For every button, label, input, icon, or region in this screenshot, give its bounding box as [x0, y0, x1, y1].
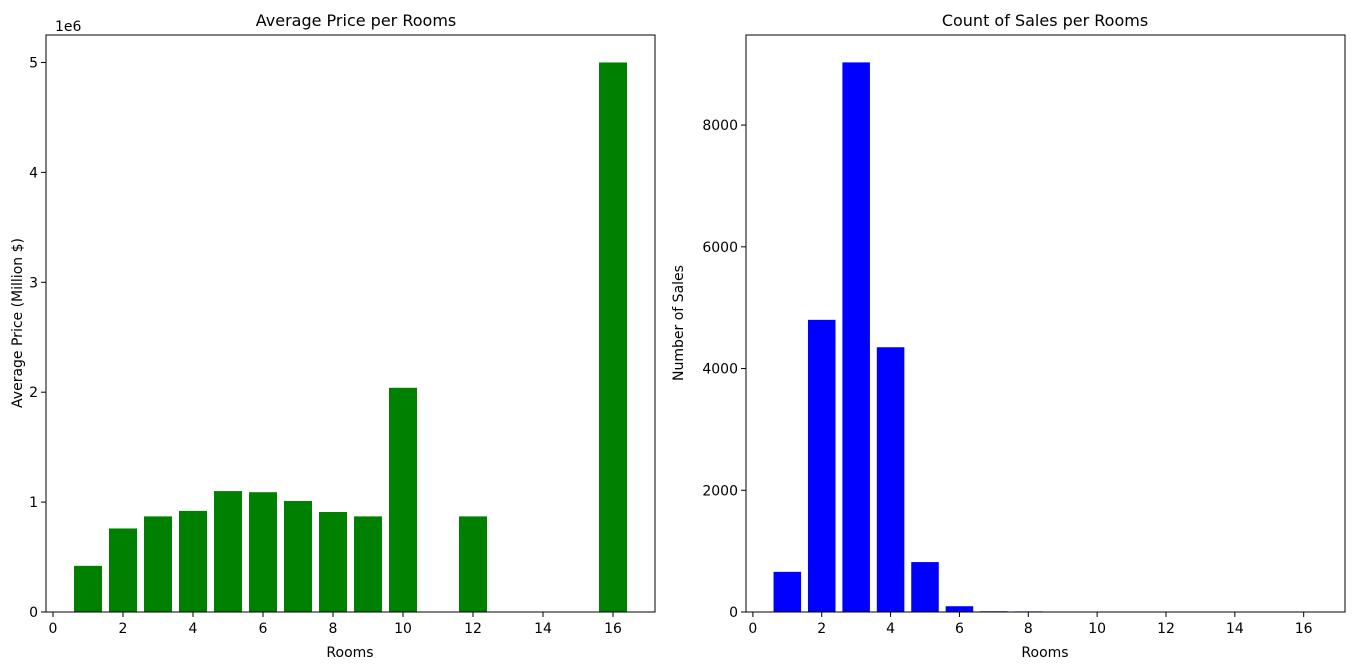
bar-rooms-3 — [144, 516, 172, 612]
x-tick-label: 4 — [886, 621, 895, 637]
bar-rooms-7 — [284, 501, 312, 612]
x-tick-label: 6 — [955, 621, 964, 637]
x-tick-label: 8 — [329, 621, 338, 637]
y-tick-label: 4 — [29, 165, 38, 181]
y-tick-label: 2 — [29, 385, 38, 401]
bar-rooms-8 — [319, 511, 347, 612]
y-tick-label: 0 — [29, 605, 38, 621]
y-axis-label: Average Price (Million $) — [10, 238, 26, 408]
bar-rooms-10 — [389, 387, 417, 612]
y-tick-label: 2000 — [702, 483, 738, 499]
x-tick-label: 10 — [394, 621, 412, 637]
y-tick-label: 1 — [29, 495, 38, 511]
x-tick-label: 16 — [604, 621, 622, 637]
bar-rooms-16 — [599, 62, 627, 613]
y-tick-label: 8000 — [702, 118, 738, 134]
x-axis-label: Rooms — [1021, 645, 1068, 661]
x-tick-label: 14 — [1226, 621, 1244, 637]
bar-rooms-6 — [945, 606, 974, 612]
bar-rooms-1 — [773, 571, 802, 612]
average-price-chart: Average Price per Rooms 1e6 0 2 4 6 8 10 12 14 1… — [10, 11, 656, 661]
y-tick-label: 4000 — [702, 362, 738, 378]
plot-frame — [745, 34, 1346, 613]
x-tick-label: 10 — [1088, 621, 1106, 637]
x-tick-label: 4 — [189, 621, 198, 637]
bar-rooms-6 — [249, 492, 277, 612]
y-tick-label: 5 — [29, 55, 38, 71]
bar-rooms-5 — [911, 562, 939, 612]
bar-rooms-3 — [842, 62, 870, 612]
y-axis-offset-label: 1e6 — [55, 19, 82, 35]
bar-rooms-9 — [354, 516, 382, 612]
plot-frame — [45, 34, 656, 613]
x-tick-label: 2 — [119, 621, 128, 637]
bars — [773, 62, 1318, 612]
y-axis-label: Number of Sales — [671, 265, 687, 381]
chart-title: Average Price per Rooms — [256, 11, 456, 30]
x-axis-ticks: 0 2 4 6 8 10 12 14 16 — [49, 612, 622, 637]
bar-rooms-12 — [459, 516, 487, 612]
x-axis-label: Rooms — [326, 645, 373, 661]
x-tick-label: 2 — [817, 621, 826, 637]
bar-rooms-5 — [214, 491, 242, 612]
x-tick-label: 12 — [1157, 621, 1175, 637]
x-tick-label: 12 — [464, 621, 482, 637]
bar-rooms-2 — [807, 319, 836, 612]
x-axis-ticks: 0 2 4 6 8 10 12 14 16 — [748, 612, 1313, 637]
sales-count-chart: Count of Sales per Rooms 0 2 4 6 8 10 12 14 16 0… — [671, 11, 1346, 661]
x-tick-label: 16 — [1295, 621, 1313, 637]
y-tick-label: 0 — [729, 605, 738, 621]
bar-rooms-2 — [109, 528, 137, 612]
bar-rooms-4 — [179, 510, 207, 612]
y-tick-label: 6000 — [702, 240, 738, 256]
x-tick-label: 6 — [259, 621, 268, 637]
bar-rooms-4 — [876, 347, 905, 612]
y-axis-ticks: 0 2000 4000 6000 8000 — [702, 118, 746, 621]
x-tick-label: 0 — [748, 621, 757, 637]
y-tick-label: 3 — [29, 275, 38, 291]
bar-rooms-1 — [74, 565, 102, 612]
x-tick-label: 8 — [1024, 621, 1033, 637]
x-tick-label: 0 — [49, 621, 58, 637]
y-axis-ticks: 0 1 2 3 4 5 — [29, 55, 46, 621]
bars — [74, 62, 627, 613]
chart-title: Count of Sales per Rooms — [942, 11, 1148, 30]
x-tick-label: 14 — [534, 621, 552, 637]
